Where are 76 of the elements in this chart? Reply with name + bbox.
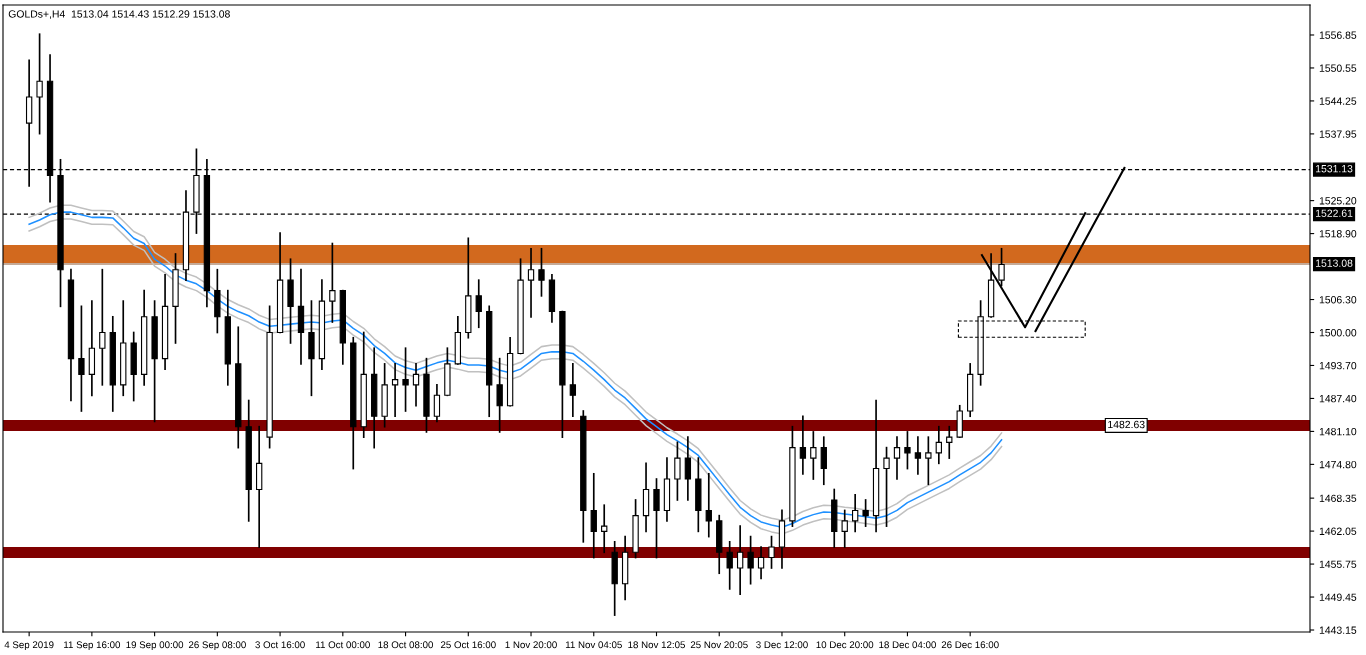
y-tick-label: 1468.35	[1319, 494, 1357, 503]
candlestick	[36, 33, 43, 135]
candlestick	[538, 247, 545, 297]
candlestick	[402, 347, 409, 412]
candlestick	[433, 383, 441, 423]
candlestick	[527, 247, 535, 318]
candlestick	[736, 525, 744, 595]
x-tick-label: 4 Sep 2019	[4, 641, 54, 651]
x-tick-label: 11 Nov 04:05	[565, 641, 622, 649]
band-label: 1482.63	[1108, 420, 1145, 429]
candlestick	[768, 535, 775, 569]
x-tick-label: 10 Dec 20:00	[816, 641, 874, 649]
y-tick-label: 1493.70	[1319, 361, 1357, 370]
candlestick	[893, 436, 901, 480]
y-tick-label: 1474.80	[1319, 460, 1357, 469]
x-tick-label: 3 Oct 16:00	[255, 641, 305, 649]
candlestick	[391, 363, 399, 418]
candlestick	[590, 472, 597, 559]
candlestick	[841, 509, 848, 548]
candlestick	[726, 540, 733, 590]
y-tick-label: 1550.55	[1319, 64, 1357, 72]
y-tick-label: 1544.25	[1319, 97, 1357, 105]
candlestick	[705, 472, 712, 538]
x-tick-label: 18 Nov 12:05	[628, 641, 686, 649]
candlestick	[569, 363, 577, 418]
x-tick-label: 25 Oct 16:00	[440, 641, 496, 649]
candlestick	[925, 436, 932, 486]
y-tick-label: 1525.20	[1319, 197, 1357, 205]
y-tick-label: 1537.95	[1319, 130, 1357, 138]
ref-line-label: 1522.61	[1316, 209, 1353, 217]
y-tick-label: 1462.05	[1319, 527, 1357, 535]
y-tick-label: 1449.45	[1319, 593, 1357, 601]
x-tick-label: 11 Sep 16:00	[64, 641, 121, 651]
candlestick	[914, 436, 922, 475]
candlestick	[757, 546, 765, 580]
y-tick-label: 1500.00	[1319, 329, 1357, 337]
candlestick	[329, 242, 336, 323]
candlestick	[799, 415, 807, 475]
candlestick	[862, 499, 869, 527]
candlestick	[496, 357, 503, 433]
candlestick	[601, 504, 608, 554]
candlestick	[78, 305, 85, 412]
y-tick-label: 1481.10	[1319, 427, 1357, 436]
y-tick-label: 1455.75	[1319, 560, 1357, 568]
candlestick	[412, 363, 420, 407]
candlestick	[653, 478, 660, 559]
y-tick-label: 1518.90	[1319, 230, 1357, 238]
candlestick	[747, 535, 754, 585]
candlestick	[674, 441, 681, 501]
x-tick-label: 18 Oct 08:00	[378, 641, 434, 649]
y-tick-label: 1556.85	[1319, 31, 1357, 39]
candlestick	[684, 436, 692, 501]
x-tick-label: 26 Sep 08:00	[188, 641, 246, 651]
y-tick-label: 1487.40	[1319, 394, 1357, 403]
y-tick-label: 1506.30	[1319, 296, 1357, 304]
candlestick	[904, 431, 911, 470]
candlestick	[946, 425, 953, 459]
candlestick	[998, 247, 1005, 287]
candlestick	[820, 436, 827, 486]
x-tick-label: 26 Dec 16:00	[941, 641, 999, 649]
candlestick	[475, 279, 482, 329]
candlestick	[810, 431, 817, 480]
x-tick-label: 25 Nov 20:05	[690, 641, 748, 649]
x-tick-label: 3 Dec 12:00	[756, 641, 808, 649]
x-tick-label: 18 Dec 04:00	[879, 641, 936, 649]
x-tick-label: 19 Sep 00:00	[126, 641, 184, 651]
ref-line-label: 1531.13	[1316, 165, 1353, 173]
candlestick	[851, 493, 859, 533]
candlestick	[935, 425, 942, 465]
chart-title: GOLDs+,H4 1513.04 1514.43 1512.29 1513.08	[8, 10, 230, 19]
y-tick-label: 1443.15	[1319, 626, 1357, 634]
candlestick	[883, 446, 890, 527]
candlestick	[99, 268, 106, 386]
x-tick-label: 1 Nov 20:00	[505, 641, 557, 649]
x-tick-label: 11 Oct 00:00	[316, 641, 370, 649]
ref-line-label: 1513.08	[1316, 259, 1353, 267]
